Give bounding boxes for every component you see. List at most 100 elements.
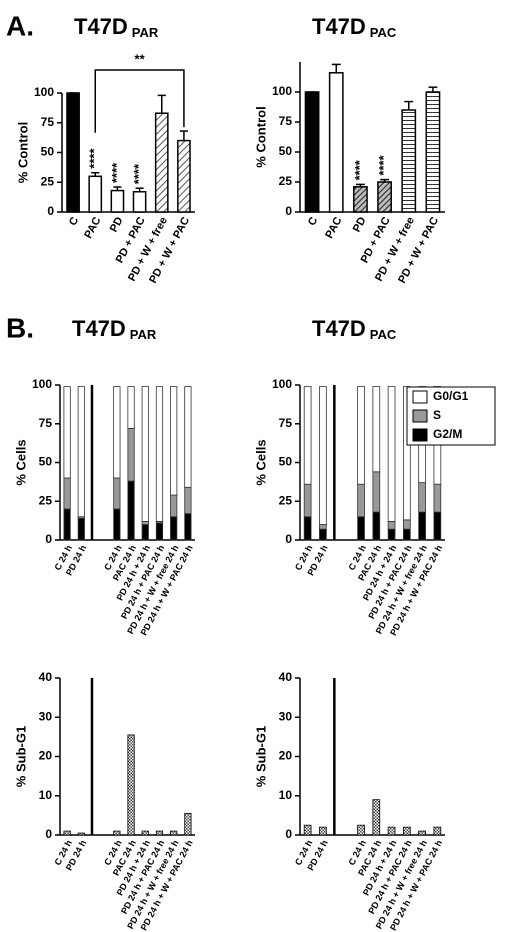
y-axis-label: % Cells <box>253 439 268 485</box>
bar-segment <box>433 483 442 513</box>
bar-segment <box>170 386 178 496</box>
y-tick-label: 30 <box>39 709 53 723</box>
bar-segment <box>63 477 71 510</box>
bar-segment <box>184 486 192 515</box>
bar-segment <box>319 386 327 525</box>
chart-title-main: T47D <box>72 316 126 341</box>
y-tick-label: 25 <box>279 174 293 188</box>
bar <box>184 813 192 836</box>
bar <box>303 824 312 836</box>
y-tick-label: 75 <box>39 416 53 430</box>
y-tick-label: 25 <box>39 493 53 507</box>
legend-label: S <box>433 408 441 422</box>
bar <box>304 91 320 213</box>
bar <box>353 186 368 213</box>
bar <box>328 72 344 213</box>
bar-segment <box>63 386 71 479</box>
bar <box>113 830 121 836</box>
y-tick-label: 50 <box>279 455 293 469</box>
legend-swatch <box>412 390 428 404</box>
chart-title-subscript: PAR <box>132 25 159 40</box>
bar-segment <box>141 386 149 522</box>
bar-segment <box>403 528 411 541</box>
bar-segment <box>387 521 396 530</box>
bar <box>170 830 178 836</box>
bar-segment <box>127 427 135 482</box>
bar-segment <box>303 483 312 518</box>
bar-segment <box>357 516 365 541</box>
y-tick-label: 20 <box>279 749 293 763</box>
bar-segment <box>77 386 85 518</box>
bar-segment <box>372 511 381 541</box>
panel-label: B. <box>6 312 34 343</box>
significance-label: ** <box>135 51 146 66</box>
y-axis-label: % Sub-G1 <box>13 726 28 787</box>
chart-title: T47D PAR <box>72 316 157 343</box>
bar-segment <box>113 477 121 510</box>
bar <box>401 109 417 213</box>
bar-segment <box>357 483 365 518</box>
y-tick-label: 25 <box>279 493 293 507</box>
panel-label: A. <box>6 10 34 41</box>
bar-segment <box>372 471 381 513</box>
bar <box>155 830 164 836</box>
bar-segment <box>155 522 164 541</box>
bar-segment <box>387 386 396 522</box>
significance-bracket <box>94 69 185 133</box>
bar <box>141 830 149 836</box>
y-axis-label: % Cells <box>13 439 28 485</box>
x-tick-label: PD <box>351 215 369 234</box>
y-tick-label: 0 <box>47 204 54 218</box>
bar <box>66 92 80 213</box>
bar <box>88 175 103 213</box>
bar-segment <box>319 528 327 541</box>
bar-segment <box>170 494 178 518</box>
bar-segment <box>127 480 135 541</box>
y-tick-label: 0 <box>45 827 52 841</box>
y-tick-label: 100 <box>34 85 54 99</box>
bar-segment <box>77 517 85 541</box>
bar-segment <box>433 511 442 541</box>
chart-title: T47D PAR <box>74 14 159 41</box>
bar <box>63 830 71 836</box>
legend-swatch <box>412 409 428 423</box>
chart-title-main: T47D <box>312 14 366 39</box>
y-tick-label: 40 <box>39 670 53 684</box>
bar <box>177 139 191 213</box>
y-axis-label: % Sub-G1 <box>253 726 268 787</box>
bar-segment <box>303 386 312 485</box>
bar <box>127 734 135 836</box>
chart-title-main: T47D <box>74 14 128 39</box>
y-tick-label: 30 <box>279 709 293 723</box>
significance-label: **** <box>109 162 124 183</box>
bar <box>77 832 85 836</box>
bar-segment <box>403 519 411 530</box>
bar-segment <box>184 386 192 488</box>
bar-segment <box>387 528 396 541</box>
y-tick-label: 50 <box>279 144 293 158</box>
x-tick-label: PAC <box>323 215 344 240</box>
chart-title-subscript: PAC <box>370 25 397 40</box>
y-axis-label: % Control <box>15 122 30 183</box>
y-tick-label: 10 <box>39 788 53 802</box>
chart-title: T47D PAC <box>312 316 397 343</box>
bar-segment <box>170 516 178 541</box>
y-tick-label: 40 <box>279 670 293 684</box>
chart-title-subscript: PAR <box>130 327 157 342</box>
y-tick-label: 10 <box>279 788 293 802</box>
bar <box>433 826 442 836</box>
significance-label: **** <box>376 154 391 175</box>
y-tick-label: 20 <box>39 749 53 763</box>
bar-segment <box>418 482 426 513</box>
y-tick-label: 0 <box>45 532 52 546</box>
y-axis-label: % Control <box>253 106 268 167</box>
x-tick-label: PAC <box>82 215 103 240</box>
bar <box>357 824 365 836</box>
x-tick-label: PD <box>108 215 126 234</box>
y-tick-label: 0 <box>285 827 292 841</box>
bar-segment <box>357 386 365 485</box>
bar <box>403 826 411 836</box>
y-tick-label: 50 <box>41 145 55 159</box>
bar-segment <box>141 524 149 541</box>
bar-segment <box>319 524 327 530</box>
